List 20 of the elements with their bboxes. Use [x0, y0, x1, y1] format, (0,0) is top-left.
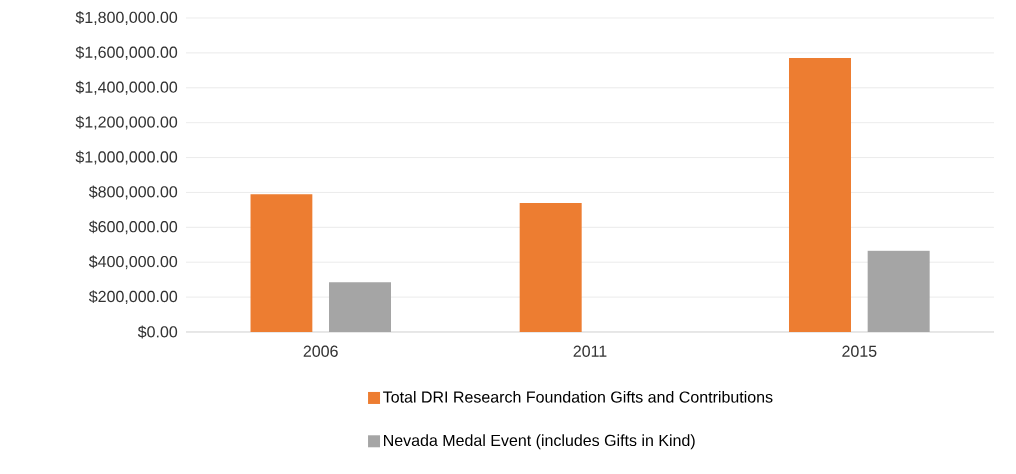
x-tick-label: 2011 [573, 345, 607, 357]
legend-label: Nevada Medal Event (includes Gifts in Kind) [384, 434, 695, 450]
x-tick-label: 2015 [842, 345, 877, 357]
y-tick-label: $1,200,000.00 [75, 115, 178, 130]
y-tick-label: $1,600,000.00 [75, 45, 178, 60]
bar [867, 250, 930, 332]
y-tick-label: $600,000.00 [88, 220, 178, 235]
bar [519, 202, 582, 332]
y-tick-label: $1,000,000.00 [75, 150, 178, 165]
y-tick-label: $200,000.00 [88, 290, 178, 305]
bar [250, 194, 313, 332]
x-tick-label: 2006 [303, 345, 338, 357]
y-tick-label: $400,000.00 [88, 255, 178, 270]
legend-label: Total DRI Research Foundation Gifts and Contributions [383, 390, 773, 403]
y-tick-label: $1,800,000.00 [75, 11, 178, 25]
bar [329, 282, 392, 332]
y-tick-label: $800,000.00 [88, 185, 178, 200]
y-tick-label: $0.00 [137, 325, 178, 339]
y-tick-label: $1,400,000.00 [75, 80, 178, 95]
bar [789, 58, 851, 332]
